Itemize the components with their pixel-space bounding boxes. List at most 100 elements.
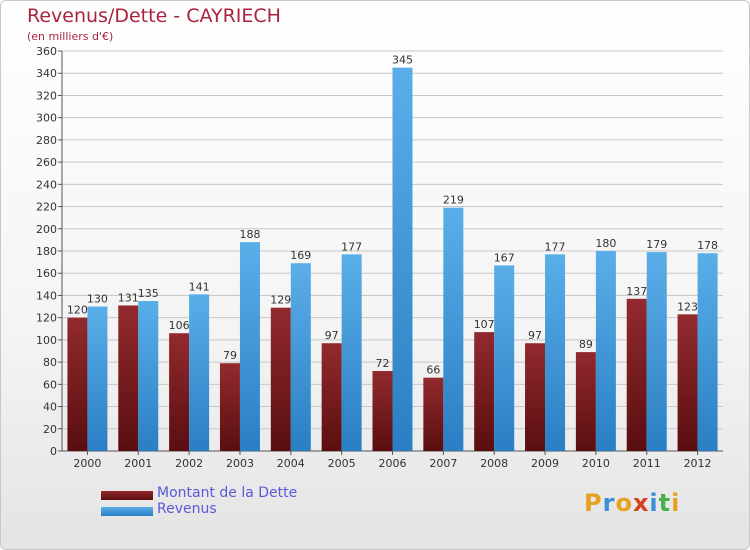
bar-dette [219, 363, 240, 451]
data-label: 177 [545, 240, 566, 253]
x-tick-label: 2009 [531, 457, 559, 470]
x-tick-label: 2000 [73, 457, 101, 470]
bar-revenus [138, 301, 159, 451]
y-tick-label: 80 [43, 356, 57, 369]
logo-letter: o [615, 489, 633, 517]
bars [67, 67, 718, 452]
y-tick-label: 340 [36, 67, 57, 80]
x-tick-label: 2007 [429, 457, 457, 470]
y-tick-label: 120 [36, 312, 57, 325]
bar-revenus [646, 252, 667, 451]
y-tick-label: 0 [50, 445, 57, 458]
y-tick-label: 60 [43, 378, 57, 391]
logo-letter: i [671, 489, 681, 517]
x-tick-label: 2010 [582, 457, 610, 470]
data-label: 177 [341, 240, 362, 253]
bar-revenus [443, 207, 464, 451]
bar-dette [321, 343, 342, 451]
chart-title: Revenus/Dette - CAYRIECH [27, 5, 281, 27]
x-tick-label: 2002 [175, 457, 203, 470]
bar-dette [372, 371, 393, 451]
bar-revenus [595, 251, 616, 451]
y-tick-label: 140 [36, 289, 57, 302]
bar-revenus [290, 263, 311, 451]
legend-swatch-dette [101, 491, 153, 500]
bar-revenus [189, 294, 210, 451]
data-label: 89 [579, 338, 593, 351]
data-label: 66 [426, 364, 440, 377]
bar-dette [525, 343, 546, 451]
bar-dette [474, 332, 495, 451]
data-label: 135 [138, 287, 159, 300]
data-label: 169 [290, 249, 311, 262]
proxiti-logo: Proxiti [584, 489, 680, 517]
data-label: 219 [443, 194, 464, 207]
data-label: 120 [67, 304, 88, 317]
data-label: 180 [595, 237, 616, 250]
y-tick-label: 360 [36, 45, 57, 58]
bar-dette [626, 298, 647, 451]
y-tick-label: 240 [36, 178, 57, 191]
bar-dette [270, 307, 291, 451]
x-tick-label: 2006 [379, 457, 407, 470]
legend-swatch-revenus [101, 507, 153, 516]
data-label: 97 [528, 329, 542, 342]
y-tick-label: 100 [36, 334, 57, 347]
data-label: 167 [494, 251, 515, 264]
x-tick-label: 2008 [480, 457, 508, 470]
chart-subtitle: (en milliers d'€) [27, 30, 114, 43]
y-tick-label: 180 [36, 245, 57, 258]
bar-dette [169, 333, 190, 451]
logo-letter: r [602, 489, 616, 517]
y-tick-label: 260 [36, 156, 57, 169]
y-tick-label: 280 [36, 134, 57, 147]
data-label: 130 [87, 293, 108, 306]
bar-dette [423, 377, 444, 451]
data-label: 72 [376, 357, 390, 370]
data-label: 188 [239, 228, 260, 241]
bar-revenus [494, 265, 515, 451]
y-tick-label: 20 [43, 423, 57, 436]
x-tick-label: 2012 [684, 457, 712, 470]
data-label: 178 [697, 239, 718, 252]
legend-label-revenus: Revenus [157, 501, 217, 517]
y-tick-label: 160 [36, 267, 57, 280]
data-label: 179 [646, 238, 667, 251]
data-label: 345 [392, 54, 413, 67]
data-label: 131 [118, 291, 139, 304]
data-label: 137 [626, 285, 647, 298]
data-label: 123 [677, 300, 698, 313]
bar-dette [118, 305, 139, 451]
logo-letter: P [584, 489, 603, 517]
bar-revenus [392, 67, 413, 452]
logo-letter: i [649, 489, 659, 517]
logo-letter: x [632, 489, 650, 517]
bar-dette [67, 317, 88, 451]
bar-dette [575, 352, 596, 451]
logo-letter: t [658, 489, 672, 517]
bar-dette [677, 314, 698, 451]
y-tick-label: 40 [43, 401, 57, 414]
x-tick-label: 2011 [633, 457, 661, 470]
data-label: 79 [223, 349, 237, 362]
data-label: 107 [474, 318, 495, 331]
y-tick-label: 300 [36, 112, 57, 125]
bar-revenus [239, 242, 260, 451]
axes: 0 20 40 60 80 100 120 140 160 180 200 220 240 260 280 3… [36, 45, 723, 470]
data-label: 97 [325, 329, 339, 342]
x-tick-label: 2005 [328, 457, 356, 470]
y-tick-label: 200 [36, 223, 57, 236]
x-tick-label: 2003 [226, 457, 254, 470]
x-tick-label: 2001 [124, 457, 152, 470]
legend-label-dette: Montant de la Dette [157, 485, 298, 501]
data-label: 129 [270, 294, 291, 307]
bar-revenus [87, 306, 108, 451]
data-label: 141 [189, 280, 210, 293]
y-tick-label: 320 [36, 89, 57, 102]
y-tick-label: 220 [36, 201, 57, 214]
x-tick-label: 2004 [277, 457, 305, 470]
data-label: 106 [169, 319, 190, 332]
